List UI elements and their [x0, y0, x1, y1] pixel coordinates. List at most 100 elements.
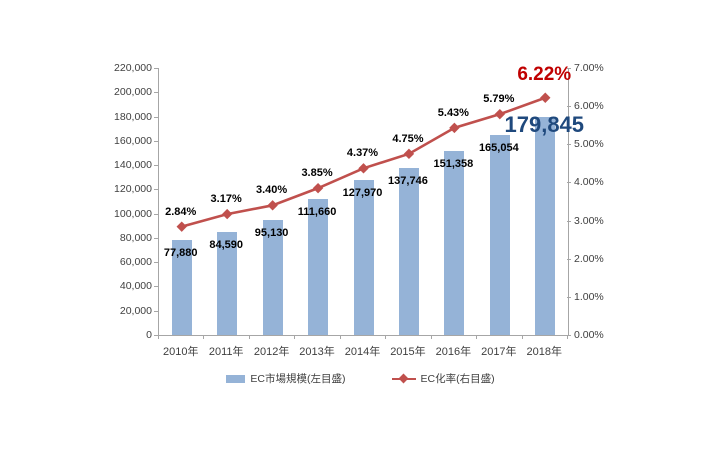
x-axis-tick-mark [476, 335, 477, 339]
left-axis-tick-label: 160,000 [114, 134, 152, 147]
left-axis-tick-label: 100,000 [114, 207, 152, 220]
bar-ec-market-size [353, 179, 374, 335]
left-axis-tick-label: 220,000 [114, 62, 152, 74]
bar-ec-market-size [398, 167, 419, 335]
left-axis-tick-mark [154, 140, 158, 142]
left-axis-tick-label: 120,000 [114, 183, 152, 196]
left-axis-tick-label: 60,000 [119, 256, 152, 269]
line-data-label: 5.43% [437, 106, 469, 119]
bar-data-label: 95,130 [254, 226, 289, 239]
left-axis-tick-label: 200,000 [114, 86, 152, 99]
left-axis-tick-mark [154, 165, 158, 167]
x-axis-tick-mark [203, 335, 204, 339]
x-axis-tick-mark [385, 335, 386, 339]
left-axis-tick-label: 80,000 [119, 231, 152, 244]
line-point-diamond-icon [221, 208, 233, 220]
line-data-label: 2.84% [165, 205, 197, 218]
right-axis-tick-mark [567, 68, 571, 69]
right-axis-tick-mark [567, 335, 571, 336]
line-series-marker-icon [391, 373, 416, 384]
right-axis-tick-label: 1.00% [574, 290, 604, 303]
legend-item-ec-market-size: EC市場規模(左目盛) [226, 371, 346, 386]
left-axis-tick-mark [154, 335, 158, 336]
bar-data-label: 165,054 [478, 141, 519, 154]
x-axis-category-label: 2010年 [162, 346, 199, 358]
x-axis-tick-mark [567, 335, 568, 339]
line-data-label-final: 6.22% [517, 63, 572, 85]
right-axis-tick-mark [567, 182, 571, 184]
bar-series-swatch-icon [226, 374, 246, 383]
bar-data-label: 127,970 [342, 186, 383, 199]
left-axis-tick-mark [154, 237, 158, 239]
x-axis-category-label: 2014年 [344, 346, 381, 358]
right-axis-tick-mark [567, 106, 571, 108]
legend-label-ec-market-size: EC市場規模(左目盛) [250, 373, 346, 385]
line-point-diamond-icon [267, 200, 278, 211]
line-data-label: 3.85% [301, 167, 333, 180]
right-axis-tick-mark [567, 220, 571, 222]
bar-data-label: 137,746 [388, 174, 428, 187]
left-axis-tick-mark [154, 262, 158, 264]
x-axis-category-label: 2017年 [481, 346, 517, 358]
x-axis-tick-mark [431, 335, 432, 339]
bar-data-label: 151,358 [433, 158, 474, 171]
bar-data-label-final: 179,845 [504, 111, 585, 137]
bar-ec-market-size [535, 116, 556, 335]
right-axis-tick-mark [567, 296, 571, 298]
right-axis-tick-label: 0.00% [574, 329, 604, 341]
right-axis-tick-mark [567, 144, 571, 146]
bar-ec-market-size [308, 199, 329, 335]
left-axis-tick-label: 20,000 [119, 304, 152, 317]
plot-area [158, 68, 569, 336]
left-axis-tick-mark [154, 92, 158, 94]
bar-ec-market-size [262, 219, 283, 335]
left-axis-tick-label: 140,000 [114, 159, 152, 172]
line-marker-diamond-icon [398, 373, 408, 384]
line-point-diamond-icon [540, 92, 551, 103]
x-axis-tick-mark [340, 335, 341, 339]
line-point-diamond-icon [358, 163, 369, 174]
line-data-label: 4.75% [392, 132, 424, 145]
bar-data-label: 84,590 [209, 239, 243, 252]
left-axis-tick-label: 40,000 [119, 280, 152, 293]
x-axis-tick-mark [522, 335, 523, 339]
x-axis-category-label: 2016年 [435, 346, 472, 358]
line-point-diamond-icon [449, 122, 460, 134]
right-axis-tick-label: 6.00% [574, 100, 604, 113]
right-axis-tick-label: 2.00% [574, 252, 604, 265]
left-axis-tick-mark [154, 286, 158, 288]
x-axis-tick-mark [249, 335, 250, 339]
x-axis-tick-mark [158, 335, 159, 339]
left-axis-tick-label: 0 [146, 329, 152, 341]
right-axis-tick-mark [567, 258, 571, 260]
x-axis-tick-mark [294, 335, 295, 339]
bar-data-label: 77,880 [163, 247, 198, 260]
line-point-diamond-icon [494, 108, 506, 120]
bar-ec-market-size [489, 134, 510, 335]
x-axis-category-label: 2015年 [390, 346, 426, 358]
bar-ec-market-size [444, 151, 465, 335]
left-axis-tick-mark [154, 68, 158, 69]
right-axis-tick-label: 4.00% [574, 176, 604, 189]
line-data-label: 3.40% [256, 184, 288, 197]
line-data-label: 5.79% [483, 93, 515, 106]
x-axis-category-label: 2012年 [253, 346, 290, 358]
right-axis-tick-label: 7.00% [574, 62, 604, 74]
left-axis-tick-mark [154, 310, 158, 312]
right-axis-tick-label: 5.00% [574, 138, 604, 151]
bar-ec-market-size [217, 232, 238, 335]
left-axis-tick-mark [154, 189, 158, 191]
legend-label-ec-rate: EC化率(右目盛) [420, 373, 495, 385]
left-axis-tick-label: 180,000 [114, 110, 152, 123]
left-axis-tick-mark [154, 116, 158, 118]
line-point-diamond-icon [403, 148, 415, 160]
line-data-label: 3.17% [210, 193, 242, 206]
left-axis-tick-mark [154, 213, 158, 215]
x-axis-category-label: 2018年 [526, 346, 562, 358]
bar-data-label: 111,660 [297, 206, 337, 219]
line-point-diamond-icon [176, 221, 187, 232]
x-axis-category-label: 2013年 [299, 346, 335, 358]
right-axis-tick-label: 3.00% [574, 214, 604, 227]
ec-rate-line [176, 92, 551, 232]
line-point-diamond-icon [312, 182, 324, 194]
